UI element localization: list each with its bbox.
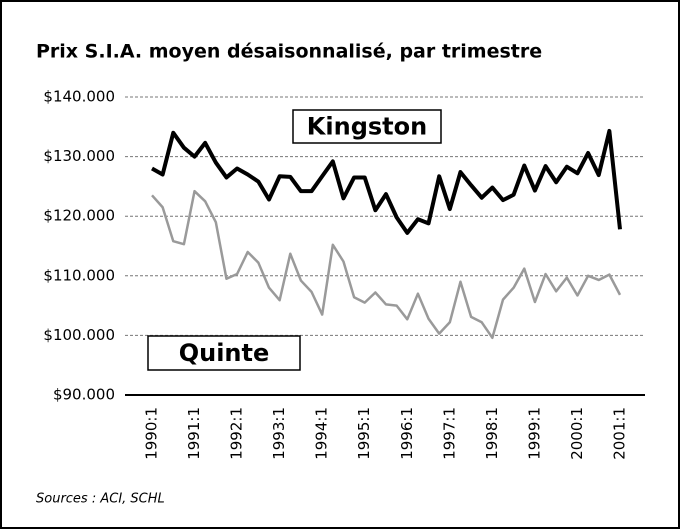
chart-title: Prix S.I.A. moyen désaisonnalisé, par tr… (36, 41, 542, 63)
x-tick-label: 1993:1 (270, 407, 288, 460)
series-label-box (292, 109, 442, 144)
x-tick-label: 1991:1 (185, 407, 203, 460)
y-tick-label: $120.000 (43, 207, 115, 225)
x-tick-label: 1994:1 (313, 407, 331, 460)
y-tick-label: $90.000 (53, 386, 115, 404)
x-tick-label: 2000:1 (568, 407, 586, 460)
series-label-box (147, 335, 301, 371)
y-tick-label: $100.000 (43, 326, 115, 344)
x-tick-label: 1996:1 (398, 407, 416, 460)
y-tick-label: $140.000 (43, 88, 115, 106)
x-tick-label: 1990:1 (143, 407, 161, 460)
x-tick-label: 1999:1 (525, 407, 543, 460)
source: Sources : ACI, SCHL (36, 492, 165, 507)
series-label: Quinte (179, 339, 270, 367)
x-tick-label: 1997:1 (440, 407, 458, 460)
y-tick-label: $130.000 (43, 147, 115, 165)
series-line (151, 128, 622, 235)
y-tick-label: $110.000 (43, 266, 115, 284)
x-tick-label: 2001:1 (611, 407, 629, 460)
series-label: Kingston (307, 113, 427, 141)
series-line (151, 189, 622, 340)
x-tick-label: 1998:1 (483, 407, 501, 460)
x-tick-label: 1992:1 (228, 407, 246, 460)
x-tick-label: 1995:1 (355, 407, 373, 460)
